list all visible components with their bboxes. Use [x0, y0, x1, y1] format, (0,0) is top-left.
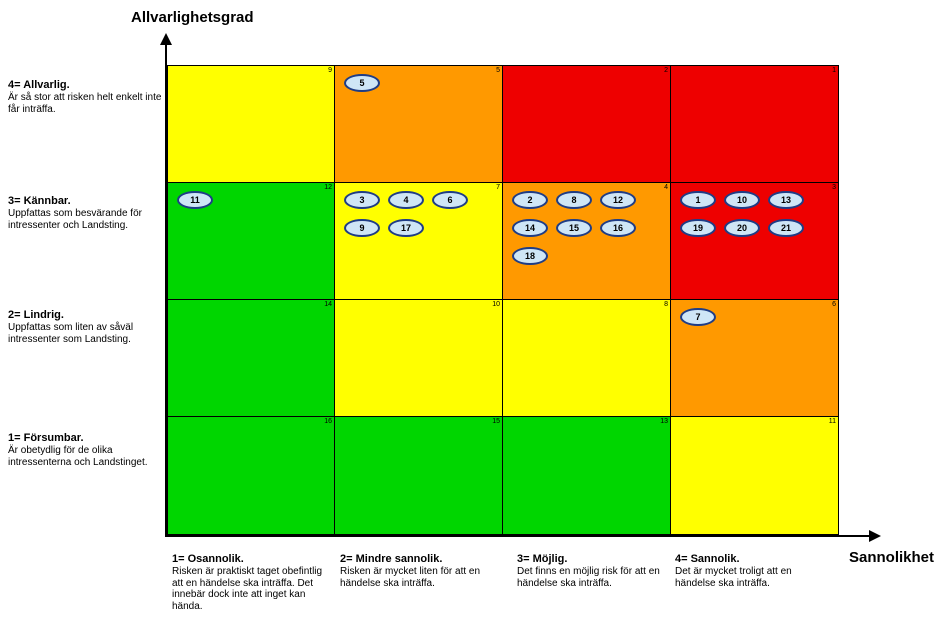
matrix-cell: 2: [502, 65, 671, 183]
risk-marker[interactable]: 15: [556, 219, 592, 237]
probability-label-3: 3= Möjlig. Det finns en möjlig risk för …: [517, 553, 677, 589]
risk-marker[interactable]: 10: [724, 191, 760, 209]
risk-marker[interactable]: 3: [344, 191, 380, 209]
cell-rank-number: 6: [832, 301, 836, 308]
risk-marker[interactable]: 14: [512, 219, 548, 237]
risk-marker[interactable]: 17: [388, 219, 424, 237]
y-axis-title: Allvarlighetsgrad: [131, 9, 254, 26]
matrix-cell: 14: [167, 299, 335, 417]
risk-marker[interactable]: 6: [432, 191, 468, 209]
cell-rank-number: 8: [664, 301, 668, 308]
x-axis-line: [165, 535, 869, 537]
severity-label-title: 1= Försumbar.: [8, 432, 84, 444]
matrix-cell: 11: [670, 416, 839, 535]
cell-rank-number: 10: [492, 301, 500, 308]
risk-marker[interactable]: 19: [680, 219, 716, 237]
probability-label-desc: Det är mycket troligt att en händelse sk…: [675, 566, 792, 589]
risk-marker[interactable]: 21: [768, 219, 804, 237]
severity-label-desc: Uppfattas som liten av såväl intressente…: [8, 322, 134, 345]
severity-label-desc: Uppfattas som besvärande för intressente…: [8, 208, 142, 231]
cell-rank-number: 13: [660, 418, 668, 425]
x-axis-arrow-icon: [869, 530, 881, 542]
cell-rank-number: 9: [328, 67, 332, 74]
x-axis-title: Sannolikhet: [849, 549, 935, 566]
cell-rank-number: 1: [832, 67, 836, 74]
risk-marker[interactable]: 13: [768, 191, 804, 209]
probability-label-2: 2= Mindre sannolik. Risken är mycket lit…: [340, 553, 500, 589]
severity-label-desc: Är så stor att risken helt enkelt inte f…: [8, 92, 162, 115]
risk-marker[interactable]: 5: [344, 74, 380, 92]
probability-label-4: 4= Sannolik. Det är mycket troligt att e…: [675, 553, 835, 589]
cell-rank-number: 11: [828, 418, 836, 425]
risk-marker[interactable]: 1: [680, 191, 716, 209]
probability-label-desc: Risken är praktiskt taget obefintlig att…: [172, 566, 323, 612]
risk-marker[interactable]: 4: [388, 191, 424, 209]
matrix-cell: 9: [167, 65, 335, 183]
severity-label-1: 1= Försumbar. Är obetydlig för de olika …: [8, 432, 166, 469]
severity-label-title: 3= Kännbar.: [8, 195, 71, 207]
matrix-cell: 13: [502, 416, 671, 535]
probability-label-1: 1= Osannolik. Risken är praktiskt taget …: [172, 553, 332, 612]
cell-rank-number: 5: [496, 67, 500, 74]
risk-marker[interactable]: 9: [344, 219, 380, 237]
y-axis-arrow-icon: [160, 33, 172, 45]
probability-label-title: 2= Mindre sannolik.: [340, 553, 443, 565]
matrix-cell: 1: [670, 65, 839, 183]
risk-marker[interactable]: 11: [177, 191, 213, 209]
probability-label-desc: Det finns en möjlig risk för att en händ…: [517, 566, 660, 589]
cell-rank-number: 12: [324, 184, 332, 191]
risk-marker[interactable]: 2: [512, 191, 548, 209]
severity-label-3: 3= Kännbar. Uppfattas som besvärande för…: [8, 195, 166, 232]
cell-rank-number: 7: [496, 184, 500, 191]
y-axis-line: [165, 42, 167, 537]
severity-label-title: 4= Allvarlig.: [8, 79, 70, 91]
cell-rank-number: 4: [664, 184, 668, 191]
cell-rank-number: 16: [324, 418, 332, 425]
risk-marker[interactable]: 16: [600, 219, 636, 237]
probability-label-title: 1= Osannolik.: [172, 553, 244, 565]
probability-label-title: 3= Möjlig.: [517, 553, 568, 565]
cell-rank-number: 3: [832, 184, 836, 191]
probability-label-title: 4= Sannolik.: [675, 553, 740, 565]
probability-label-desc: Risken är mycket liten för att en händel…: [340, 566, 481, 589]
matrix-cell: 8: [502, 299, 671, 417]
cell-rank-number: 14: [324, 301, 332, 308]
risk-marker[interactable]: 20: [724, 219, 760, 237]
matrix-cell: 15: [334, 416, 503, 535]
risk-marker[interactable]: 12: [600, 191, 636, 209]
risk-marker[interactable]: 7: [680, 308, 716, 326]
risk-marker[interactable]: 8: [556, 191, 592, 209]
matrix-cell: 10: [334, 299, 503, 417]
risk-matrix: 9 5 2 1 12 7 4 3 14 10 8 6 16 15 13 11 5 11 3 4 6 9 17 2 8 12 14 15…: [167, 65, 839, 535]
cell-rank-number: 2: [664, 67, 668, 74]
matrix-cell: 16: [167, 416, 335, 535]
severity-label-2: 2= Lindrig. Uppfattas som liten av såväl…: [8, 309, 166, 346]
severity-label-title: 2= Lindrig.: [8, 309, 64, 321]
risk-marker[interactable]: 18: [512, 247, 548, 265]
severity-label-desc: Är obetydlig för de olika intressenterna…: [8, 445, 148, 468]
cell-rank-number: 15: [492, 418, 500, 425]
severity-label-4: 4= Allvarlig. Är så stor att risken helt…: [8, 79, 166, 116]
